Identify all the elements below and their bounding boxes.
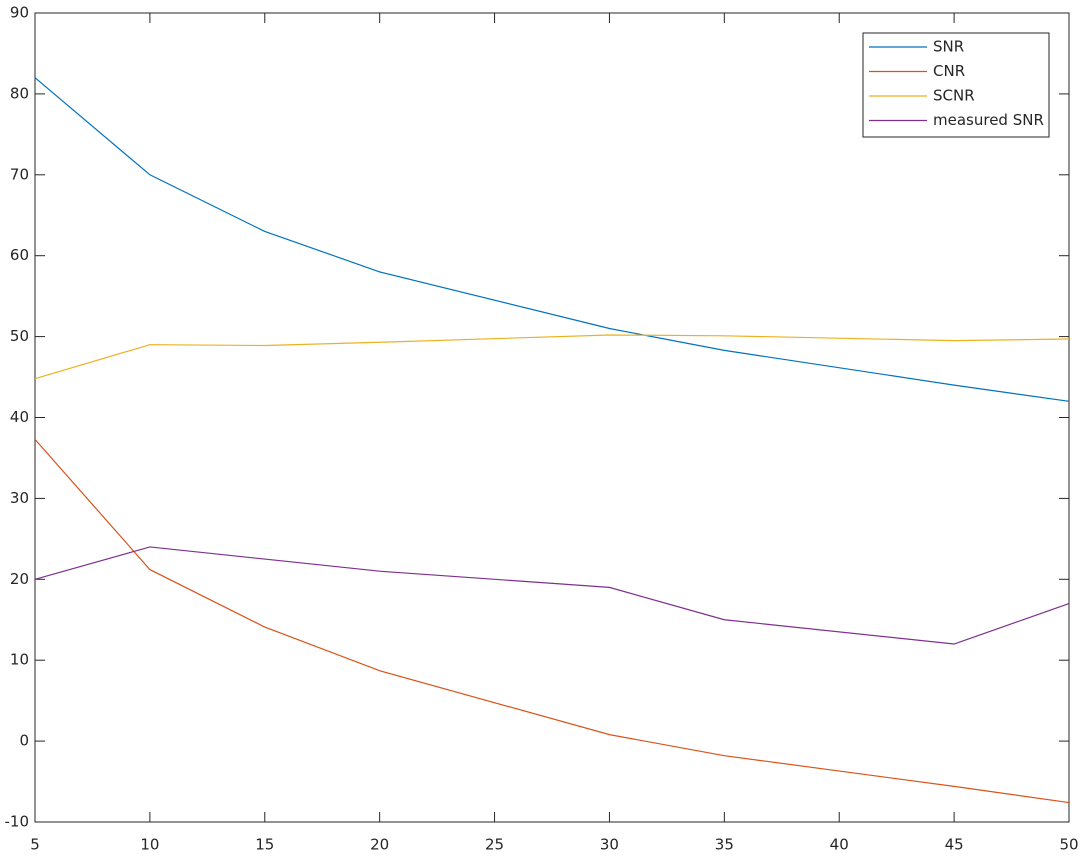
x-tick-label: 15 [255, 836, 274, 854]
x-tick-label: 30 [600, 836, 619, 854]
y-tick-label: 20 [10, 570, 29, 588]
y-tick-label: 40 [10, 408, 29, 426]
x-tick-label: 25 [485, 836, 504, 854]
y-tick-label: -10 [5, 813, 30, 831]
y-tick-label: 50 [10, 327, 29, 345]
y-tick-label: 80 [10, 84, 29, 102]
x-tick-label: 35 [715, 836, 734, 854]
y-tick-label: 30 [10, 489, 29, 507]
x-tick-label: 45 [945, 836, 964, 854]
legend-label: measured SNR [933, 111, 1044, 129]
series-line [34, 546, 1070, 645]
x-tick-label: 20 [370, 836, 389, 854]
x-tick-label: 40 [830, 836, 849, 854]
y-tick-label: 60 [10, 246, 29, 264]
legend-box [862, 32, 1050, 138]
legend-label: SCNR [933, 87, 975, 105]
y-tick-label: 0 [19, 732, 29, 750]
x-tick-label: 10 [140, 836, 159, 854]
series-line [34, 438, 1070, 804]
legend-label: SNR [933, 38, 964, 56]
y-tick-label: 90 [10, 4, 29, 22]
series-line [34, 77, 1070, 402]
series-line [34, 334, 1070, 380]
legend-label: CNR [933, 62, 965, 80]
y-tick-label: 10 [10, 651, 29, 669]
x-tick-label: 5 [30, 836, 40, 854]
y-tick-label: 70 [10, 165, 29, 183]
x-tick-label: 50 [1059, 836, 1078, 854]
